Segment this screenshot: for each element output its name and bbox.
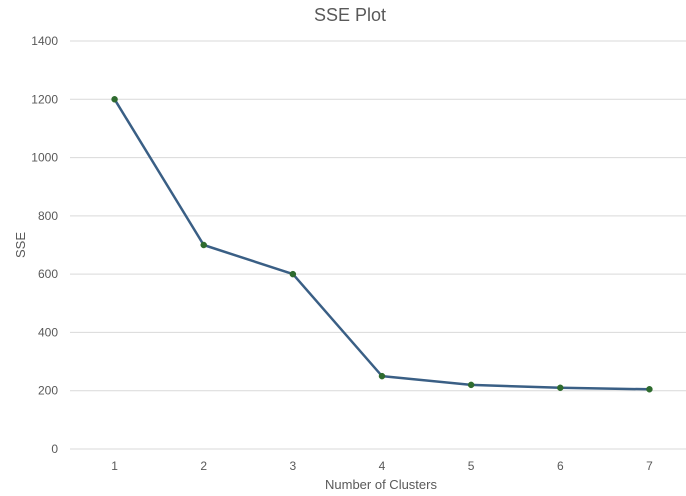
- y-axis-ticks: 0 200 400 600 800 1000 1200 1400: [31, 34, 58, 456]
- data-point[interactable]: [467, 381, 475, 389]
- y-tick-label: 0: [51, 442, 58, 456]
- y-tick-label: 1400: [31, 34, 58, 48]
- x-axis-ticks: 1 2 3 4 5 6 7: [111, 459, 653, 473]
- x-axis-title: Number of Clusters: [325, 477, 437, 492]
- data-point[interactable]: [646, 386, 653, 393]
- y-tick-label: 1200: [31, 92, 58, 106]
- y-tick-label: 800: [38, 209, 58, 223]
- x-tick-label: 6: [557, 459, 564, 473]
- y-axis-title: SSE: [13, 232, 28, 258]
- gridlines: [70, 40, 686, 450]
- data-point[interactable]: [557, 384, 564, 392]
- y-tick-label: 1000: [31, 151, 58, 165]
- y-tick-label: 200: [38, 384, 58, 398]
- data-point[interactable]: [289, 270, 297, 278]
- x-tick-label: 2: [200, 459, 207, 473]
- data-point[interactable]: [111, 96, 118, 103]
- x-tick-label: 4: [379, 459, 386, 473]
- y-tick-label: 600: [38, 267, 58, 281]
- data-point[interactable]: [378, 372, 386, 380]
- data-point[interactable]: [200, 241, 207, 249]
- y-tick-label: 400: [38, 325, 58, 339]
- chart-title: SSE Plot: [314, 5, 386, 25]
- x-tick-label: 5: [468, 459, 475, 473]
- x-tick-label: 3: [290, 459, 297, 473]
- series-line: [113, 98, 651, 391]
- series-sse: [111, 96, 653, 393]
- x-tick-label: 7: [646, 459, 653, 473]
- x-tick-label: 1: [111, 459, 118, 473]
